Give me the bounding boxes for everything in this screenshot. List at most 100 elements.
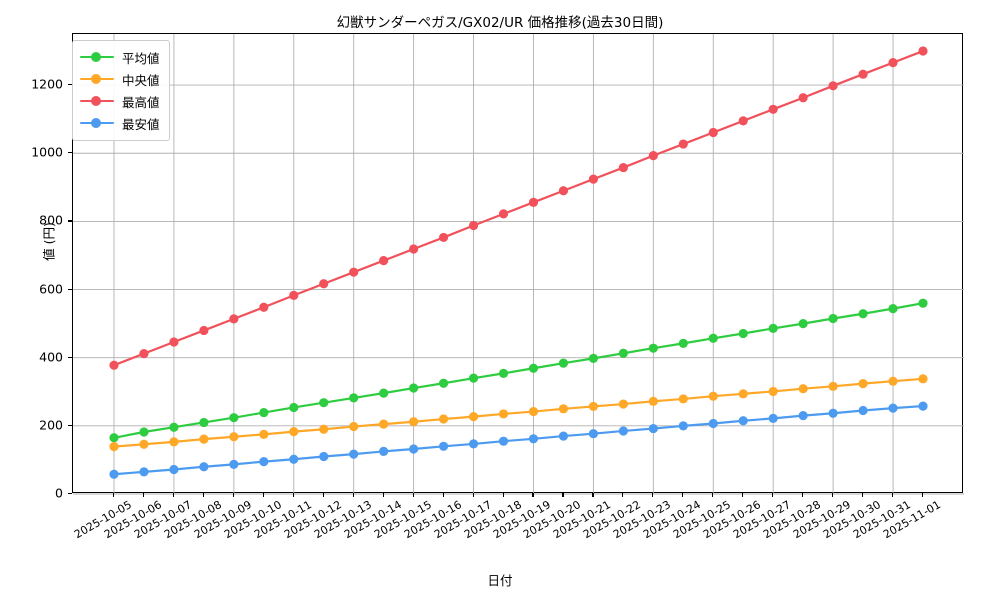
legend-item-3[interactable]: 最高値 — [80, 90, 160, 112]
data-point-marker[interactable] — [678, 139, 688, 149]
data-point-marker[interactable] — [259, 407, 269, 418]
data-point-marker[interactable] — [169, 422, 179, 432]
data-point-marker[interactable] — [768, 323, 778, 333]
data-point-marker[interactable] — [169, 437, 179, 447]
data-point-marker[interactable] — [858, 69, 868, 79]
data-point-marker[interactable] — [888, 403, 898, 413]
data-point-marker[interactable] — [229, 314, 239, 324]
data-point-marker[interactable] — [409, 383, 419, 393]
data-point-marker[interactable] — [229, 413, 239, 423]
data-point-marker[interactable] — [468, 373, 479, 383]
data-point-marker[interactable] — [289, 290, 299, 300]
data-point-marker[interactable] — [708, 391, 718, 401]
data-point-marker[interactable] — [199, 417, 209, 428]
data-point-marker[interactable] — [798, 319, 808, 329]
data-point-marker[interactable] — [259, 429, 269, 439]
data-point-marker[interactable] — [618, 399, 628, 409]
data-point-marker[interactable] — [139, 439, 149, 449]
data-point-marker[interactable] — [139, 427, 149, 437]
data-point-marker[interactable] — [768, 413, 778, 423]
data-point-marker[interactable] — [409, 244, 419, 254]
data-point-marker[interactable] — [828, 381, 838, 391]
legend-item-1[interactable]: 平均値 — [80, 46, 160, 68]
data-point-marker[interactable] — [678, 394, 688, 404]
data-point-marker[interactable] — [558, 404, 569, 414]
data-point-marker[interactable] — [438, 441, 449, 451]
data-point-marker[interactable] — [738, 116, 748, 126]
data-point-marker[interactable] — [229, 432, 239, 442]
data-point-marker[interactable] — [768, 104, 778, 114]
data-point-marker[interactable] — [798, 411, 808, 421]
data-point-marker[interactable] — [648, 423, 658, 434]
data-point-marker[interactable] — [139, 467, 149, 477]
data-point-marker[interactable] — [319, 424, 329, 434]
data-point-marker[interactable] — [109, 442, 119, 452]
legend-item-2[interactable]: 中央値 — [80, 68, 160, 90]
data-point-marker[interactable] — [468, 412, 479, 422]
data-point-marker[interactable] — [349, 449, 359, 459]
data-point-marker[interactable] — [858, 405, 868, 416]
data-point-marker[interactable] — [498, 409, 509, 419]
data-point-marker[interactable] — [319, 451, 329, 462]
data-point-marker[interactable] — [708, 333, 718, 343]
data-point-marker[interactable] — [918, 374, 928, 384]
data-point-marker[interactable] — [438, 414, 449, 424]
data-point-marker[interactable] — [558, 431, 569, 441]
data-point-marker[interactable] — [109, 433, 119, 443]
data-point-marker[interactable] — [528, 363, 539, 373]
data-point-marker[interactable] — [858, 309, 868, 319]
data-point-marker[interactable] — [169, 337, 179, 347]
data-point-marker[interactable] — [349, 267, 359, 277]
data-point-marker[interactable] — [259, 302, 269, 312]
data-point-marker[interactable] — [109, 469, 119, 479]
data-point-marker[interactable] — [588, 353, 599, 363]
data-point-marker[interactable] — [319, 279, 329, 289]
data-point-marker[interactable] — [199, 462, 209, 472]
data-point-marker[interactable] — [199, 434, 209, 444]
data-point-marker[interactable] — [588, 174, 599, 184]
data-point-marker[interactable] — [169, 464, 179, 475]
data-point-marker[interactable] — [498, 209, 509, 219]
data-point-marker[interactable] — [648, 396, 658, 406]
data-point-marker[interactable] — [708, 127, 718, 138]
data-point-marker[interactable] — [349, 421, 359, 432]
data-point-marker[interactable] — [738, 328, 748, 339]
data-point-marker[interactable] — [678, 421, 688, 431]
data-point-marker[interactable] — [468, 439, 479, 449]
data-point-marker[interactable] — [199, 325, 209, 336]
data-point-marker[interactable] — [498, 368, 509, 378]
data-point-marker[interactable] — [379, 446, 389, 457]
data-point-marker[interactable] — [618, 348, 628, 358]
data-point-marker[interactable] — [678, 338, 688, 348]
data-point-marker[interactable] — [528, 406, 539, 417]
data-point-marker[interactable] — [139, 349, 149, 359]
data-point-marker[interactable] — [349, 393, 359, 403]
data-point-marker[interactable] — [798, 384, 808, 394]
data-point-marker[interactable] — [379, 419, 389, 429]
data-point-marker[interactable] — [109, 360, 119, 370]
data-point-marker[interactable] — [259, 457, 269, 467]
data-point-marker[interactable] — [888, 58, 898, 68]
data-point-marker[interactable] — [798, 93, 808, 103]
data-point-marker[interactable] — [289, 427, 299, 437]
data-point-marker[interactable] — [379, 388, 389, 398]
data-point-marker[interactable] — [558, 186, 569, 196]
data-point-marker[interactable] — [558, 358, 569, 368]
data-point-marker[interactable] — [229, 459, 239, 469]
data-point-marker[interactable] — [648, 151, 658, 161]
data-point-marker[interactable] — [409, 417, 419, 427]
data-point-marker[interactable] — [618, 162, 628, 173]
data-point-marker[interactable] — [918, 298, 928, 308]
data-point-marker[interactable] — [409, 444, 419, 454]
data-point-marker[interactable] — [888, 304, 898, 314]
data-point-marker[interactable] — [468, 220, 479, 231]
data-point-marker[interactable] — [918, 46, 928, 56]
data-point-marker[interactable] — [528, 197, 539, 207]
data-point-marker[interactable] — [618, 426, 628, 436]
data-point-marker[interactable] — [289, 454, 299, 464]
data-point-marker[interactable] — [918, 401, 928, 411]
data-point-marker[interactable] — [588, 429, 599, 439]
data-point-marker[interactable] — [828, 313, 838, 324]
data-point-marker[interactable] — [738, 389, 748, 399]
data-point-marker[interactable] — [438, 232, 449, 243]
